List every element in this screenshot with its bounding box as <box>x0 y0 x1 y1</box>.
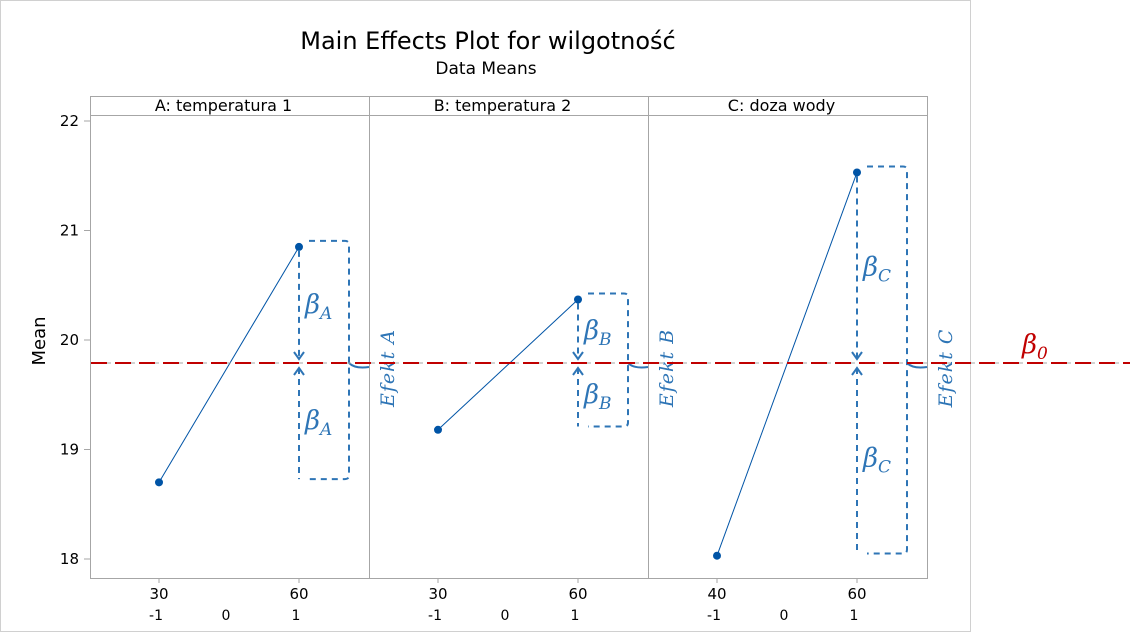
arrow-head-up <box>572 366 584 376</box>
y-tick-label: 21 <box>60 222 79 240</box>
panel-a: A: temperatura 1 30 60 -1 0 1 βA βA Efekt A <box>90 96 399 624</box>
beta-label-upper: βB <box>583 316 612 350</box>
beta-label-lower: βB <box>583 380 612 414</box>
x-tick-label: 30 <box>428 585 447 603</box>
y-tick-label: 22 <box>60 112 79 130</box>
effect-label: Efekt B <box>656 329 678 408</box>
beta-subscript: B <box>598 330 612 350</box>
beta0-label: β0 <box>1021 330 1048 364</box>
mean-point <box>155 478 163 487</box>
mean-line <box>716 172 858 556</box>
coded-tick-label: 0 <box>501 608 510 624</box>
y-tick-label: 19 <box>60 441 79 459</box>
arrow-head-up <box>851 366 863 376</box>
reference-line-group: β0 <box>91 330 1130 364</box>
coded-tick-label: 1 <box>850 608 859 624</box>
effect-label: Efekt C <box>935 329 957 409</box>
x-tick-label: 60 <box>289 585 308 603</box>
coded-tick-label: -1 <box>707 608 721 624</box>
effect-bracket <box>867 165 908 555</box>
coded-tick-label: 0 <box>222 608 231 624</box>
beta0-subscript: 0 <box>1037 344 1048 364</box>
x-tick-label: 60 <box>568 585 587 603</box>
mean-point <box>434 425 442 434</box>
coded-tick-label: 1 <box>292 608 301 624</box>
x-tick-label: 40 <box>707 585 726 603</box>
bracket-tip <box>348 362 370 369</box>
effect-bracket <box>588 292 629 428</box>
arrow-head-down <box>572 351 584 361</box>
beta-label-upper: βC <box>862 253 891 287</box>
beta-subscript: C <box>878 267 891 287</box>
effect-bracket <box>309 239 350 481</box>
coded-tick-label: -1 <box>149 608 163 624</box>
arrow-head-down <box>293 351 305 361</box>
y-axis: 18 19 20 21 22 <box>60 112 90 568</box>
arrow-head-down <box>851 351 863 361</box>
beta-label-lower: βA <box>304 406 332 440</box>
panel-title: B: temperatura 2 <box>434 96 572 115</box>
panel-border <box>648 96 928 579</box>
chart-subtitle: Data Means <box>435 59 536 79</box>
beta-subscript: B <box>598 394 612 414</box>
panel-border <box>90 96 370 579</box>
mean-point <box>713 551 721 560</box>
beta-subscript: C <box>878 457 891 477</box>
panel-c: C: doza wody 40 60 -1 0 1 βC βC Efekt C <box>648 96 957 624</box>
coded-tick-label: 0 <box>780 608 789 624</box>
coded-tick-label: 1 <box>571 608 580 624</box>
panel-title: A: temperatura 1 <box>155 96 292 115</box>
beta-label-upper: βA <box>304 290 332 324</box>
beta-label-lower: βC <box>862 443 891 477</box>
mean-point <box>574 295 582 304</box>
arrow-head-up <box>293 366 305 376</box>
mean-line <box>158 246 300 483</box>
x-tick-label: 30 <box>149 585 168 603</box>
beta-subscript: A <box>318 304 332 324</box>
mean-point <box>853 168 861 177</box>
beta-subscript: A <box>318 420 332 440</box>
coded-tick-label: -1 <box>428 608 442 624</box>
panel-b: B: temperatura 2 30 60 -1 0 1 βB βB Efekt B <box>369 96 678 624</box>
mean-point <box>295 242 303 251</box>
y-tick-label: 18 <box>60 550 79 568</box>
chart-title: Main Effects Plot for wilgotność <box>300 27 676 55</box>
mean-line <box>437 299 579 431</box>
y-tick-label: 20 <box>60 331 79 349</box>
effect-label: Efekt A <box>377 329 399 408</box>
x-tick-label: 60 <box>847 585 866 603</box>
panel-title: C: doza wody <box>728 96 835 115</box>
y-axis-label: Mean <box>29 316 50 365</box>
